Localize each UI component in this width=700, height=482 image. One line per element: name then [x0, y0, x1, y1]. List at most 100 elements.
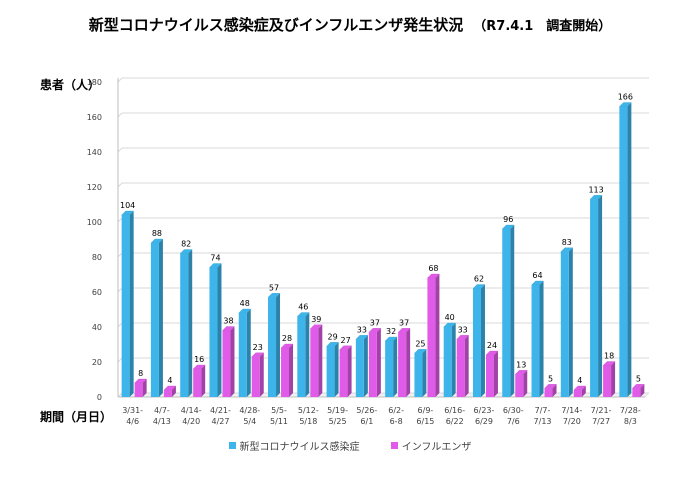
bar-covid: [502, 229, 511, 397]
bar-side: [246, 309, 251, 397]
x-tick-label-line: 7/27: [592, 417, 610, 426]
bar-covid: [560, 251, 569, 397]
chart-title-main: 新型コロナウイルス感染症及びインフルエンザ発生状況: [88, 16, 464, 34]
x-tick-label: 4/14- 4/20: [181, 406, 202, 426]
data-label-covid: 88: [152, 229, 162, 238]
bar-influenza: [251, 356, 260, 397]
data-label-influenza: 27: [340, 336, 350, 345]
data-label-covid: 29: [327, 332, 337, 341]
bar-influenza: [368, 332, 377, 397]
x-axis-label: 期間（月日）: [40, 410, 113, 424]
data-label-influenza: 33: [458, 325, 468, 334]
x-tick-label-line: 5/26-: [356, 406, 377, 415]
x-tick-label-line: 6/16-: [444, 406, 465, 415]
bar-side: [171, 386, 176, 397]
bar-covid: [268, 297, 277, 397]
data-label-influenza: 4: [167, 376, 172, 385]
bar-side: [376, 328, 381, 397]
bar-covid: [238, 313, 247, 397]
bar-influenza: [193, 369, 202, 397]
bar-side: [568, 247, 573, 397]
legend-item-covid: 新型コロナウイルス感染症: [228, 438, 360, 453]
bar-side: [305, 312, 310, 397]
gridline-diagonal: [117, 112, 123, 118]
bar-covid: [472, 288, 481, 397]
data-label-influenza: 23: [253, 343, 263, 352]
data-label-influenza: 39: [311, 315, 321, 324]
legend: 新型コロナウイルス感染症 インフルエンザ: [0, 438, 700, 453]
chart-subtitle: （R7.4.1 調査開始）: [473, 19, 612, 34]
x-tick-label-line: 6/15: [416, 417, 434, 426]
bar-influenza: [163, 390, 172, 397]
x-tick-label-line: 6/2-: [388, 406, 404, 415]
x-tick-label: 4/28- 5/4: [239, 406, 260, 426]
y-tick-label: 100: [87, 218, 102, 227]
legend-swatch-covid: [228, 442, 236, 449]
bar-side: [581, 386, 586, 397]
chart-title: 新型コロナウイルス感染症及びインフルエンザ発生状況 （R7.4.1 調査開始）: [0, 14, 700, 35]
bar-side: [334, 342, 339, 397]
data-label-covid: 74: [210, 254, 220, 263]
bar-side: [201, 365, 206, 397]
bar-side: [611, 361, 616, 397]
gridline-diagonal: [117, 182, 123, 188]
data-label-influenza: 24: [487, 341, 497, 350]
bar-influenza: [573, 390, 582, 397]
x-tick-label-line: 5/5-: [271, 406, 287, 415]
bar-side: [129, 211, 134, 397]
bar-covid: [326, 346, 335, 397]
bar-side: [393, 337, 398, 397]
data-label-covid: 166: [618, 93, 633, 102]
x-tick-label: 6/2- 6-8: [388, 406, 404, 426]
bar-influenza: [485, 355, 494, 397]
x-tick-label-line: 6/30-: [503, 406, 524, 415]
bar-covid: [355, 339, 364, 397]
x-tick-label-line: 6-8: [390, 417, 403, 426]
data-label-covid: 48: [240, 299, 250, 308]
x-tick-label: 7/14- 7/20: [561, 406, 582, 426]
bar-influenza: [339, 349, 348, 397]
bar-side: [158, 239, 163, 397]
x-tick-label-line: 6/9-: [418, 406, 434, 415]
x-tick-label-line: 6/23-: [474, 406, 495, 415]
bar-influenza: [632, 388, 641, 397]
x-tick-label: 6/9- 6/15: [416, 406, 434, 426]
y-tick-label: 180: [87, 78, 102, 87]
x-tick-label: 5/12- 5/18: [298, 406, 319, 426]
bar-side: [510, 225, 515, 397]
gridline-diagonal: [117, 357, 123, 363]
bar-side: [451, 323, 456, 397]
bar-side: [142, 379, 147, 397]
x-tick-label: 6/16- 6/22: [444, 406, 465, 426]
y-tick-label: 160: [87, 113, 102, 122]
y-tick-label: 40: [92, 323, 102, 332]
data-label-covid: 33: [357, 325, 367, 334]
data-label-influenza: 37: [370, 318, 380, 327]
x-tick-label-line: 7/6: [507, 417, 520, 426]
bar-side: [363, 335, 368, 397]
y-tick-label: 80: [92, 253, 102, 262]
data-label-influenza: 4: [577, 376, 582, 385]
data-label-influenza: 5: [636, 374, 641, 383]
gridline-diagonal: [117, 77, 123, 83]
gridline-diagonal: [117, 392, 123, 398]
bar-influenza: [427, 278, 436, 397]
legend-item-influenza: インフルエンザ: [390, 438, 472, 453]
gridline-diagonal: [117, 147, 123, 153]
data-label-covid: 46: [298, 303, 308, 312]
bar-covid: [297, 316, 306, 397]
legend-label-influenza: インフルエンザ: [401, 442, 472, 453]
gridline-diagonal: [117, 252, 123, 258]
data-label-influenza: 5: [548, 374, 553, 383]
bar-influenza: [398, 332, 407, 397]
x-tick-label-line: 7/21-: [591, 406, 612, 415]
y-tick-label: 60: [92, 288, 102, 297]
x-tick-label-line: 5/25: [329, 417, 347, 426]
x-tick-label-line: 5/12-: [298, 406, 319, 415]
y-tick-label: 140: [87, 148, 102, 157]
x-tick-label: 6/23- 6/29: [474, 406, 495, 426]
data-label-influenza: 28: [282, 334, 292, 343]
bar-covid: [150, 243, 159, 397]
x-tick-label-line: 5/11: [270, 417, 288, 426]
